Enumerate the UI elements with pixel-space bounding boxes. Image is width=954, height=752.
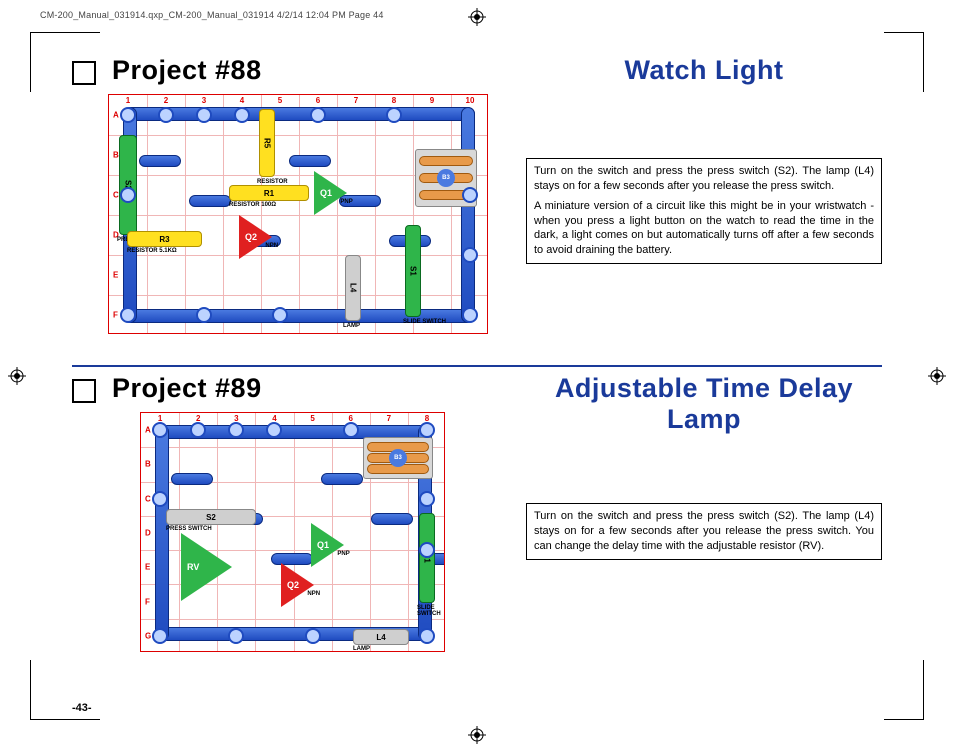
page-number: -43- (72, 702, 92, 714)
crop-mark (884, 32, 924, 33)
page-content: Project #88 12345678910ABCDEFS2PRESS SWI… (72, 55, 882, 692)
print-header: CM-200_Manual_031914.qxp_CM-200_Manual_0… (40, 10, 384, 20)
project-88-checkbox[interactable] (72, 61, 96, 85)
crop-mark (923, 32, 924, 92)
crop-mark (30, 719, 100, 720)
project-89-left: Project #89 12345678ABCDEFGS2PRESS SWITC… (108, 373, 508, 652)
project-89-circuit: 12345678ABCDEFGS2PRESS SWITCHRVQ1PNPQ2NP… (140, 412, 445, 652)
project-89-number: Project #89 (112, 373, 508, 404)
section-divider (72, 365, 882, 367)
project-89-title: Adjustable Time Delay Lamp (526, 373, 882, 435)
crop-mark (884, 719, 924, 720)
desc-paragraph: Turn on the switch and press the press s… (534, 164, 874, 194)
project-89-row: Project #89 12345678ABCDEFGS2PRESS SWITC… (72, 373, 882, 673)
project-88-circuit: 12345678910ABCDEFS2PRESS SWITCHR5RESISTO… (108, 94, 488, 334)
regmark-top (468, 8, 486, 26)
project-88-number: Project #88 (112, 55, 508, 86)
regmark-right (928, 367, 946, 385)
crop-mark (923, 660, 924, 720)
project-88-description: Turn on the switch and press the press s… (526, 158, 882, 264)
project-89-description: Turn on the switch and press the press s… (526, 503, 882, 560)
desc-paragraph: Turn on the switch and press the press s… (534, 509, 874, 554)
regmark-left (8, 367, 26, 385)
crop-mark (30, 32, 31, 92)
project-88-row: Project #88 12345678910ABCDEFS2PRESS SWI… (72, 55, 882, 357)
desc-paragraph: A miniature version of a circuit like th… (534, 199, 874, 258)
project-88-title: Watch Light (526, 55, 882, 86)
project-89-right: Adjustable Time Delay Lamp Turn on the s… (508, 373, 882, 560)
crop-mark (30, 32, 100, 33)
project-89-checkbox[interactable] (72, 379, 96, 403)
project-88-left: Project #88 12345678910ABCDEFS2PRESS SWI… (108, 55, 508, 334)
project-88-right: Watch Light Turn on the switch and press… (508, 55, 882, 264)
crop-mark (30, 660, 31, 720)
regmark-bottom (468, 726, 486, 744)
